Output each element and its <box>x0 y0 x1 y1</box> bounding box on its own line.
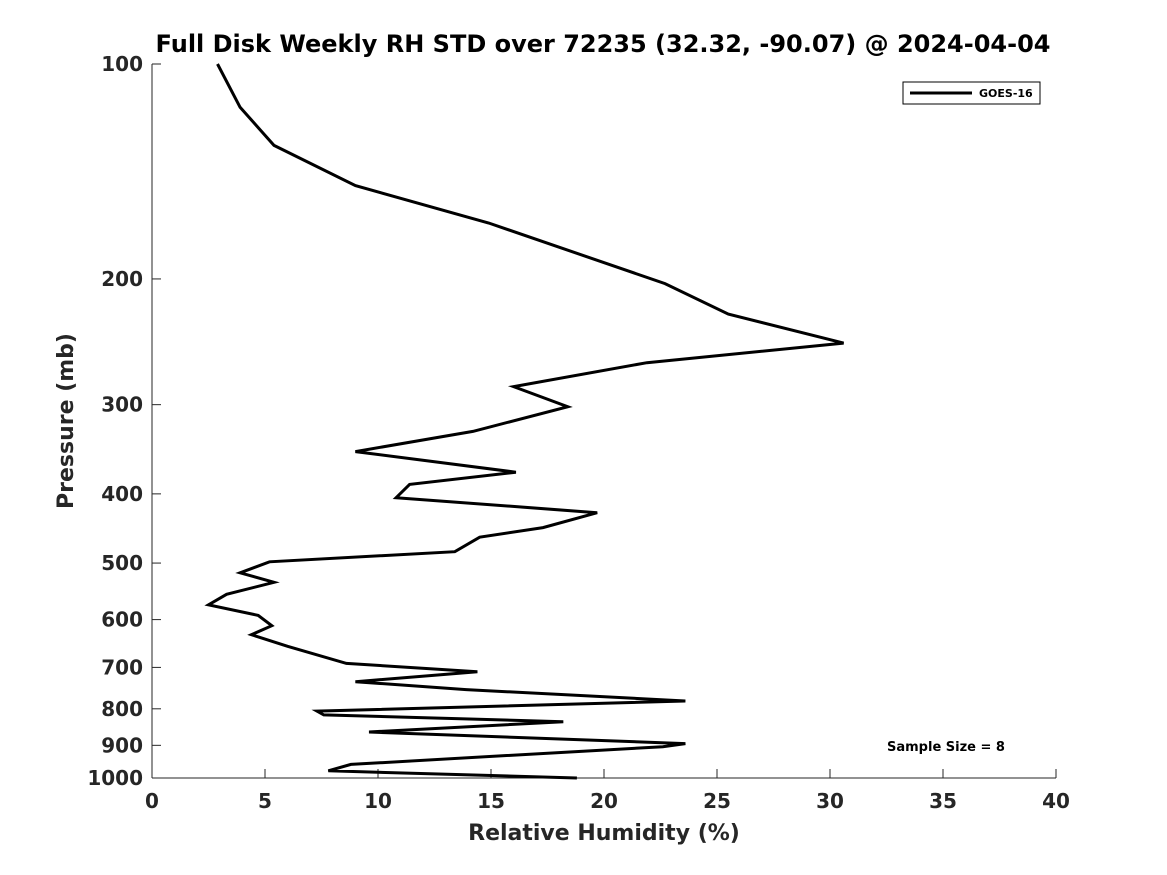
y-tick-label: 900 <box>101 733 143 757</box>
axes: 0 5 10 15 20 25 30 35 40 100 200 300 400 500 600 700 800… <box>87 52 1070 813</box>
y-axis-label: Pressure (mb) <box>54 333 79 509</box>
series-layer <box>204 63 844 780</box>
y-tick-label: 700 <box>101 655 143 679</box>
y-tick-label: 200 <box>101 267 143 291</box>
x-axis-label: Relative Humidity (%) <box>468 821 740 846</box>
y-tick-label: 600 <box>101 608 143 632</box>
x-tick-label: 30 <box>816 789 844 813</box>
y-tick-label: 800 <box>101 697 143 721</box>
series-line-goes-16 <box>204 63 844 780</box>
x-tick-label: 5 <box>258 789 272 813</box>
x-tick-label: 10 <box>364 789 392 813</box>
legend: GOES-16 <box>902 81 1041 105</box>
y-tick-label: 400 <box>101 482 143 506</box>
y-tick-label: 1000 <box>87 766 143 790</box>
y-tick-label: 300 <box>101 393 143 417</box>
x-tick-label: 0 <box>145 789 159 813</box>
chart-title: Full Disk Weekly RH STD over 72235 (32.3… <box>156 30 1051 58</box>
y-tick-label: 500 <box>101 551 143 575</box>
x-tick-label: 25 <box>703 789 731 813</box>
x-tick-label: 20 <box>590 789 618 813</box>
legend-label: GOES-16 <box>979 87 1033 100</box>
y-tick-label: 100 <box>101 52 143 76</box>
sample-size-annotation: Sample Size = 8 <box>887 740 1005 755</box>
x-tick-label: 40 <box>1042 789 1070 813</box>
x-tick-label: 15 <box>477 789 505 813</box>
x-tick-label: 35 <box>929 789 957 813</box>
